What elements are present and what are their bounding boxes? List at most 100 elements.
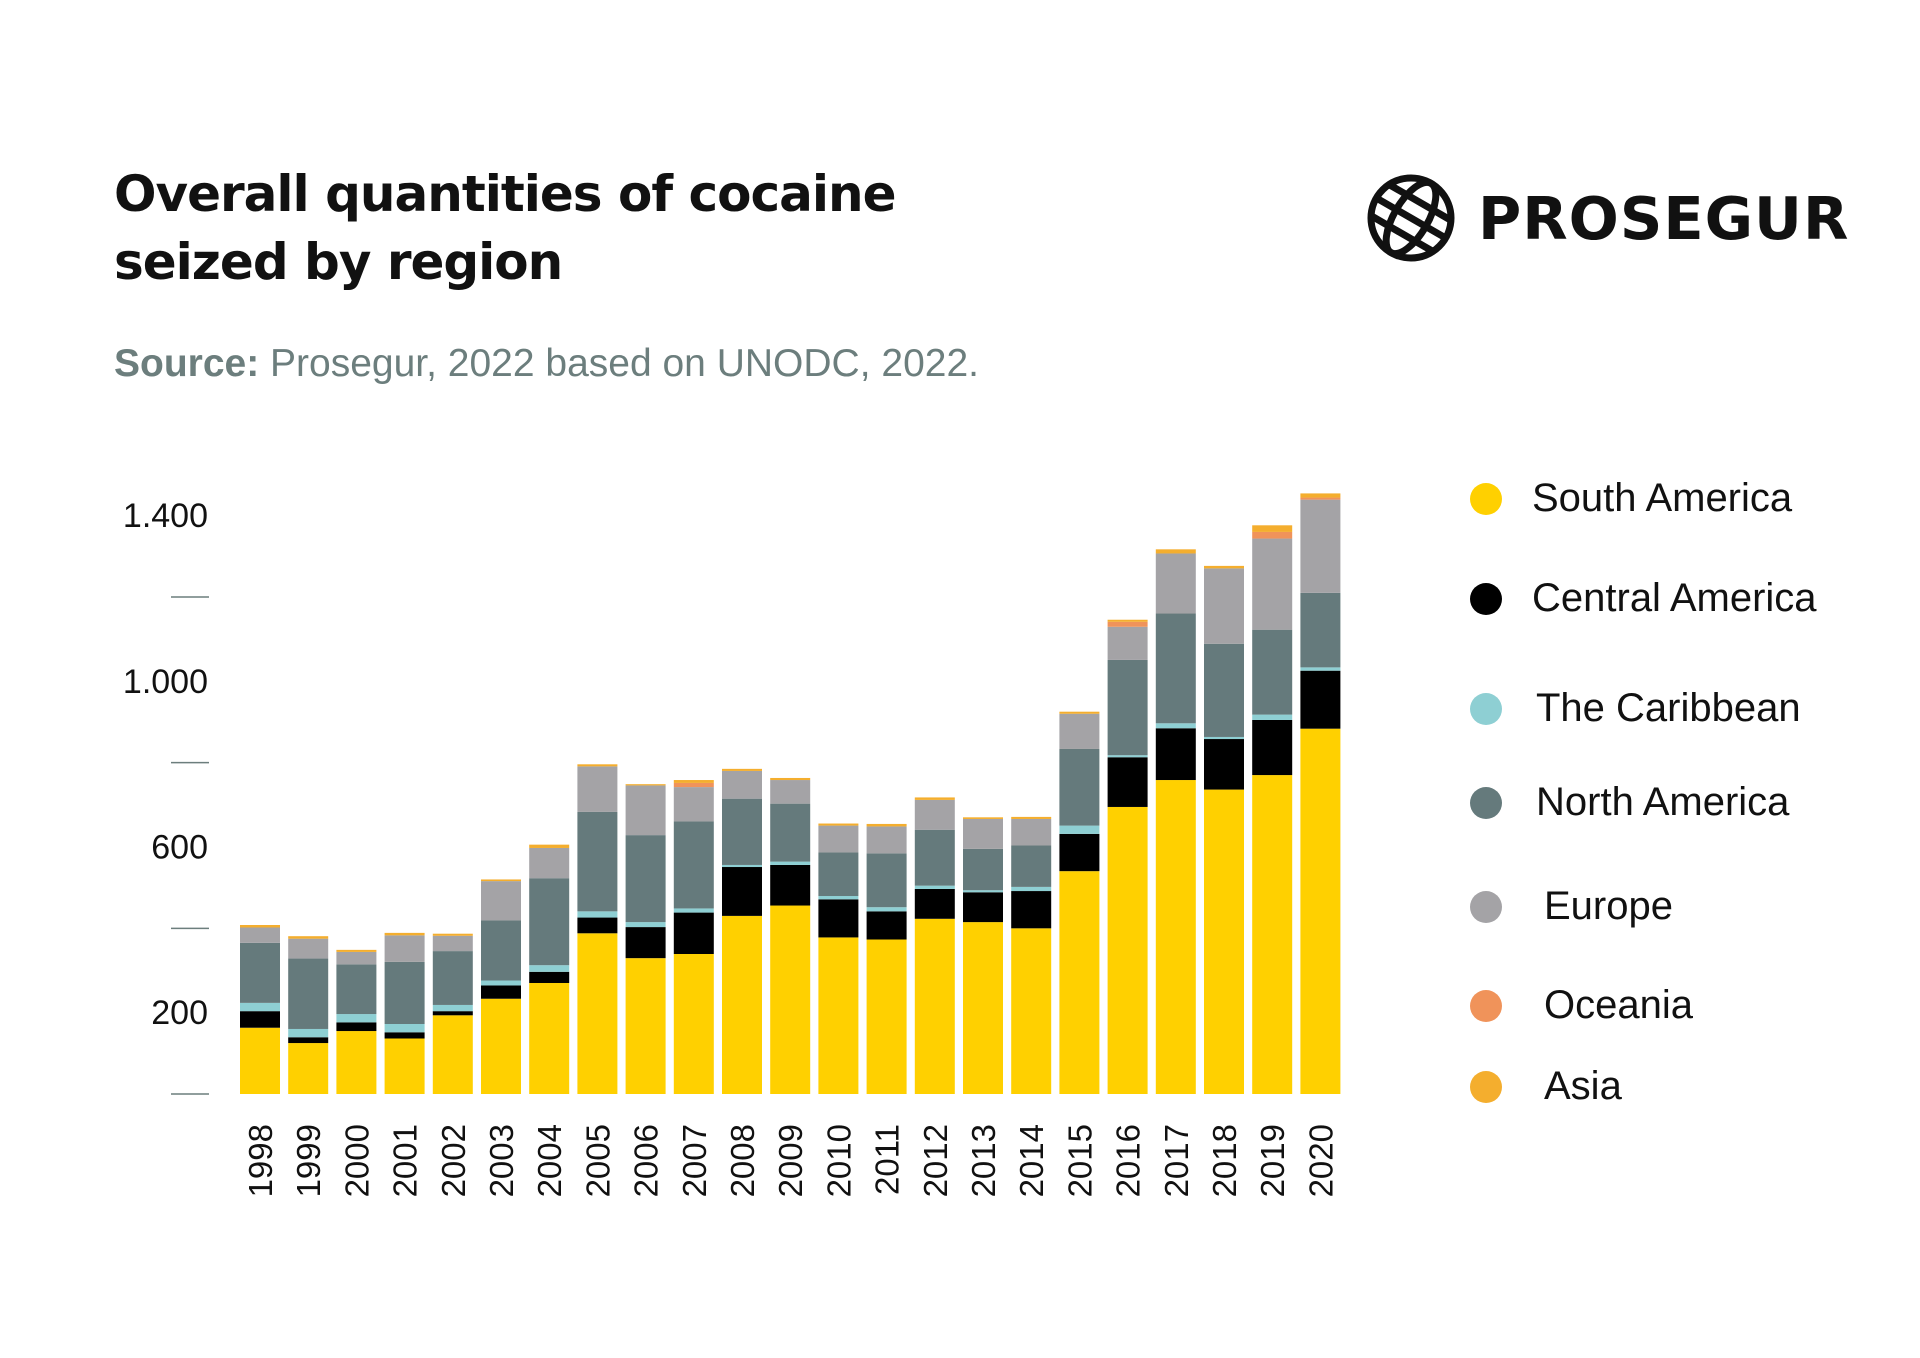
- bar-segment: [288, 1043, 329, 1094]
- bar-segment: [963, 922, 1003, 1094]
- bar-segment: [288, 1037, 329, 1044]
- bar-segment: [529, 982, 570, 1094]
- stacked-bar-chart: 200 600 1.000 1.400 1998 1999 2000 2001 2002 200…: [123, 493, 1341, 1197]
- bar-segment: [529, 878, 570, 966]
- bar-segment: [1011, 816, 1052, 819]
- legend-label: Central America: [1532, 576, 1817, 620]
- bar-segment: [818, 823, 859, 826]
- legend-label: The Caribbean: [1536, 686, 1801, 730]
- bar-segment: [432, 1015, 473, 1094]
- legend-item: Oceania: [1470, 983, 1693, 1028]
- bar-segment: [481, 881, 521, 921]
- x-tick-label: 2020: [1302, 1124, 1339, 1197]
- x-tick-label: 2014: [1013, 1124, 1050, 1197]
- bar-segment: [625, 835, 666, 923]
- legend-item: North America: [1470, 780, 1789, 825]
- bar-segment: [577, 933, 618, 1094]
- bar-segment: [577, 766, 618, 812]
- bar-segment: [722, 798, 762, 865]
- bar-segment: [818, 899, 859, 938]
- bar-segment: [529, 844, 570, 848]
- bar-segment: [914, 885, 955, 889]
- bar-segment: [1252, 719, 1293, 776]
- bar-segment: [288, 938, 329, 959]
- bar-segment: [673, 912, 714, 955]
- bar-segment: [770, 861, 811, 865]
- bar-segment: [722, 864, 762, 868]
- bar-segment: [673, 821, 714, 909]
- bar-segment: [1204, 565, 1244, 569]
- bar-stack-2017: [1155, 549, 1196, 1094]
- bar-segment: [1059, 825, 1100, 834]
- bar-segment: [577, 917, 618, 934]
- source-text: Prosegur, 2022 based on UNODC, 2022.: [259, 342, 979, 385]
- legend-label: Asia: [1544, 1064, 1622, 1108]
- bar-segment: [1059, 713, 1100, 749]
- bar-segment: [288, 1028, 329, 1038]
- bar-segment: [1107, 621, 1148, 627]
- bar-segment: [336, 1031, 377, 1094]
- bar-segment: [1107, 755, 1148, 758]
- chart-title-line-1: Overall quantities of cocaine: [114, 165, 897, 223]
- bar-segment: [1011, 928, 1052, 1094]
- bar-segment: [1252, 714, 1293, 720]
- bar-segment: [722, 768, 762, 771]
- bar-segment: [384, 1024, 425, 1033]
- bar-segment: [529, 965, 570, 972]
- x-tick-label: 2017: [1158, 1124, 1195, 1197]
- x-tick-label: 2009: [772, 1124, 809, 1197]
- bar-segment: [1107, 757, 1148, 807]
- bar-stack-2011: [866, 823, 907, 1094]
- legend-item: The Caribbean: [1470, 686, 1801, 731]
- bar-segment: [625, 922, 666, 928]
- x-tick-label: 2000: [338, 1124, 375, 1197]
- bar-segment: [288, 958, 329, 1029]
- bar-segment: [963, 848, 1003, 891]
- bar-segment: [1155, 780, 1196, 1094]
- x-tick-label: 2016: [1110, 1124, 1147, 1197]
- bar-stack-2000: [336, 949, 377, 1094]
- bar-segment: [673, 782, 714, 788]
- bar-segment: [481, 879, 521, 882]
- x-tick-label: 1999: [290, 1124, 327, 1197]
- bar-segment: [529, 847, 570, 879]
- y-tick-label: 200: [151, 994, 208, 1032]
- bar-stack-2008: [722, 768, 762, 1094]
- bar-segment: [1011, 818, 1052, 846]
- bar-stack-2016: [1107, 619, 1148, 1094]
- bar-stack-2007: [673, 780, 714, 1094]
- bar-segment: [770, 905, 811, 1094]
- bar-segment: [1300, 728, 1341, 1094]
- bar-segment: [673, 908, 714, 913]
- bar-segment: [1252, 775, 1293, 1094]
- x-tick-label: 2012: [917, 1124, 954, 1197]
- bar-segment: [384, 932, 425, 936]
- x-tick-label: 2004: [531, 1124, 568, 1197]
- legend: South America Central America The Caribbea…: [1470, 0, 1910, 1358]
- bar-segment: [1204, 568, 1244, 644]
- bar-segment: [577, 764, 618, 767]
- x-tick-label: 2019: [1254, 1124, 1291, 1197]
- bar-segment: [866, 826, 907, 854]
- legend-swatch: [1470, 1070, 1502, 1103]
- bar-segment: [432, 951, 473, 1005]
- bar-segment: [1204, 739, 1244, 790]
- bar-stack-2012: [914, 797, 955, 1094]
- legend-item: Central America: [1470, 576, 1817, 621]
- bar-segment: [1107, 626, 1148, 660]
- bar-segment: [866, 823, 907, 827]
- x-tick-label: 2003: [483, 1124, 520, 1197]
- source-label: Source:: [114, 342, 260, 385]
- bar-segment: [432, 1011, 473, 1016]
- bar-segment: [963, 817, 1003, 819]
- bar-stack-2005: [577, 764, 618, 1094]
- bar-segment: [1107, 806, 1148, 1094]
- legend-item: Asia: [1470, 1064, 1622, 1109]
- bar-segment: [240, 1027, 280, 1094]
- bar-segment: [818, 852, 859, 897]
- bar-segment: [481, 920, 521, 981]
- bar-segment: [240, 927, 280, 943]
- bar-segment: [1011, 891, 1052, 929]
- bar-segment: [336, 1014, 377, 1023]
- bar-stack-2002: [432, 933, 473, 1094]
